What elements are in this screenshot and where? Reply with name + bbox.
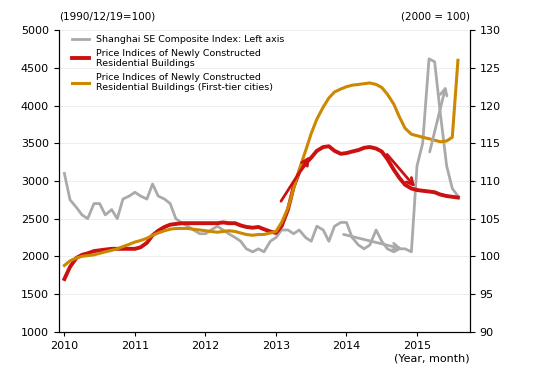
Legend: Shanghai SE Composite Index: Left axis, Price Indices of Newly Constructed
Resid: Shanghai SE Composite Index: Left axis, …	[72, 35, 285, 92]
X-axis label: (Year, month): (Year, month)	[394, 354, 470, 363]
Text: (1990/12/19=100): (1990/12/19=100)	[59, 11, 155, 21]
Text: (2000 = 100): (2000 = 100)	[401, 11, 470, 21]
